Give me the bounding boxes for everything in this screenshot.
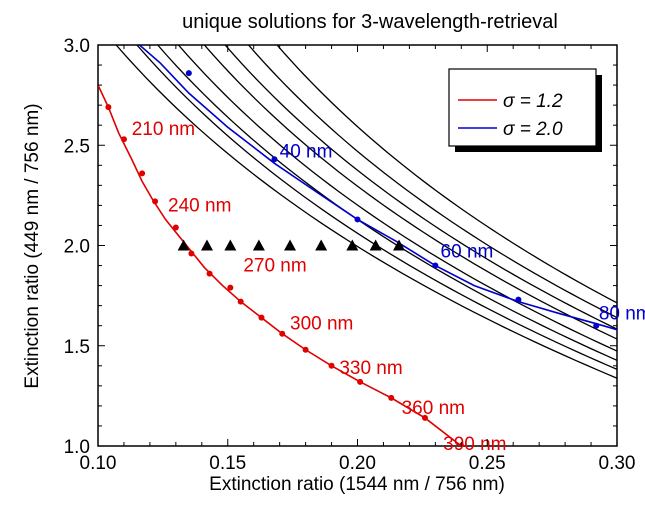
- contour-line-1: [115, 45, 617, 379]
- marker-red-5: [172, 224, 179, 231]
- marker-red-16: [421, 414, 428, 421]
- marker-red-8: [227, 284, 234, 291]
- triangle-marker-7: [346, 239, 359, 251]
- marker-blue-2: [271, 156, 278, 163]
- legend-box: [448, 68, 597, 147]
- marker-red-14: [357, 378, 364, 385]
- triangle-marker-6: [315, 239, 328, 251]
- series-line-blue: [138, 45, 617, 331]
- marker-blue-4: [432, 262, 439, 269]
- series-label-red-7: 390 nm: [443, 434, 506, 455]
- series-label-red-6: 360 nm: [402, 398, 465, 419]
- marker-red-2: [120, 136, 127, 143]
- legend: σ = 1.2 σ = 2.0: [448, 68, 602, 152]
- marker-red-12: [302, 346, 309, 353]
- series-line-red: [98, 84, 462, 446]
- x-axis-label: Extinction ratio (1544 nm / 756 nm): [209, 474, 505, 495]
- series-markers: [105, 70, 600, 446]
- chart-title: unique solutions for 3-wavelength-retrie…: [182, 11, 558, 33]
- triangle-marker-5: [284, 239, 297, 251]
- marker-red-10: [258, 314, 265, 321]
- series-label-red-5: 330 nm: [339, 358, 402, 379]
- x-tick-label-3: 0.20: [339, 453, 376, 474]
- triangle-marker-9: [393, 239, 406, 251]
- y-tick-label-1: 1.0: [64, 437, 90, 458]
- triangle-marker-3: [224, 239, 237, 251]
- triangle-markers: [177, 239, 406, 251]
- marker-red-13: [328, 362, 335, 369]
- contour-line-3: [157, 45, 617, 362]
- series-label-red-1: 210 nm: [132, 119, 195, 140]
- contour-lines: [115, 45, 617, 379]
- contour-line-2: [136, 45, 617, 371]
- x-tick-label-1: 0.10: [80, 453, 117, 474]
- legend-label-red: σ = 1.2: [503, 91, 563, 112]
- series-label-blue-1: 40 nm: [280, 141, 333, 162]
- marker-blue-1: [185, 70, 192, 77]
- marker-blue-3: [354, 216, 361, 223]
- triangle-marker-2: [200, 239, 213, 251]
- contour-line-7: [248, 45, 617, 319]
- triangle-marker-8: [369, 239, 382, 251]
- y-tick-label-2: 1.5: [64, 337, 90, 358]
- marker-blue-5: [515, 296, 522, 303]
- y-axis-label: Extinction ratio (449 nm / 756 nm): [22, 103, 43, 388]
- contour-line-8: [276, 45, 617, 304]
- marker-blue-6: [593, 322, 600, 329]
- axis-tick-labels: 0.10 0.15 0.20 0.25 0.30 1.0 1.5 2.0 2.5 3.0: [64, 36, 636, 474]
- marker-red-15: [388, 394, 395, 401]
- y-tick-label-5: 3.0: [64, 36, 90, 57]
- y-tick-label-3: 2.0: [64, 237, 90, 258]
- series-label-red-3: 270 nm: [243, 256, 306, 277]
- marker-red-4: [152, 198, 159, 205]
- x-tick-label-2: 0.15: [209, 453, 246, 474]
- triangle-marker-1: [177, 239, 190, 251]
- triangle-marker-4: [252, 239, 265, 251]
- marker-red-7: [206, 270, 213, 277]
- marker-red-1: [105, 104, 112, 111]
- marker-red-9: [237, 298, 244, 305]
- series-label-red-4: 300 nm: [290, 314, 353, 335]
- series-lines: [98, 45, 617, 446]
- marker-red-3: [139, 170, 146, 177]
- legend-label-blue: σ = 2.0: [503, 119, 563, 140]
- series-label-blue-3: 80 nm: [599, 304, 645, 325]
- contour-line-5: [203, 45, 617, 340]
- marker-red-6: [188, 250, 195, 257]
- marker-red-11: [279, 330, 286, 337]
- series-label-red-2: 240 nm: [168, 195, 231, 216]
- contour-line-6: [224, 45, 617, 330]
- axis-ticks: [97, 44, 618, 447]
- x-tick-label-4: 0.25: [469, 453, 506, 474]
- series-label-blue-2: 60 nm: [441, 242, 494, 263]
- contour-line-4: [177, 45, 617, 352]
- y-tick-label-4: 2.5: [64, 136, 90, 157]
- x-tick-label-5: 0.30: [599, 453, 636, 474]
